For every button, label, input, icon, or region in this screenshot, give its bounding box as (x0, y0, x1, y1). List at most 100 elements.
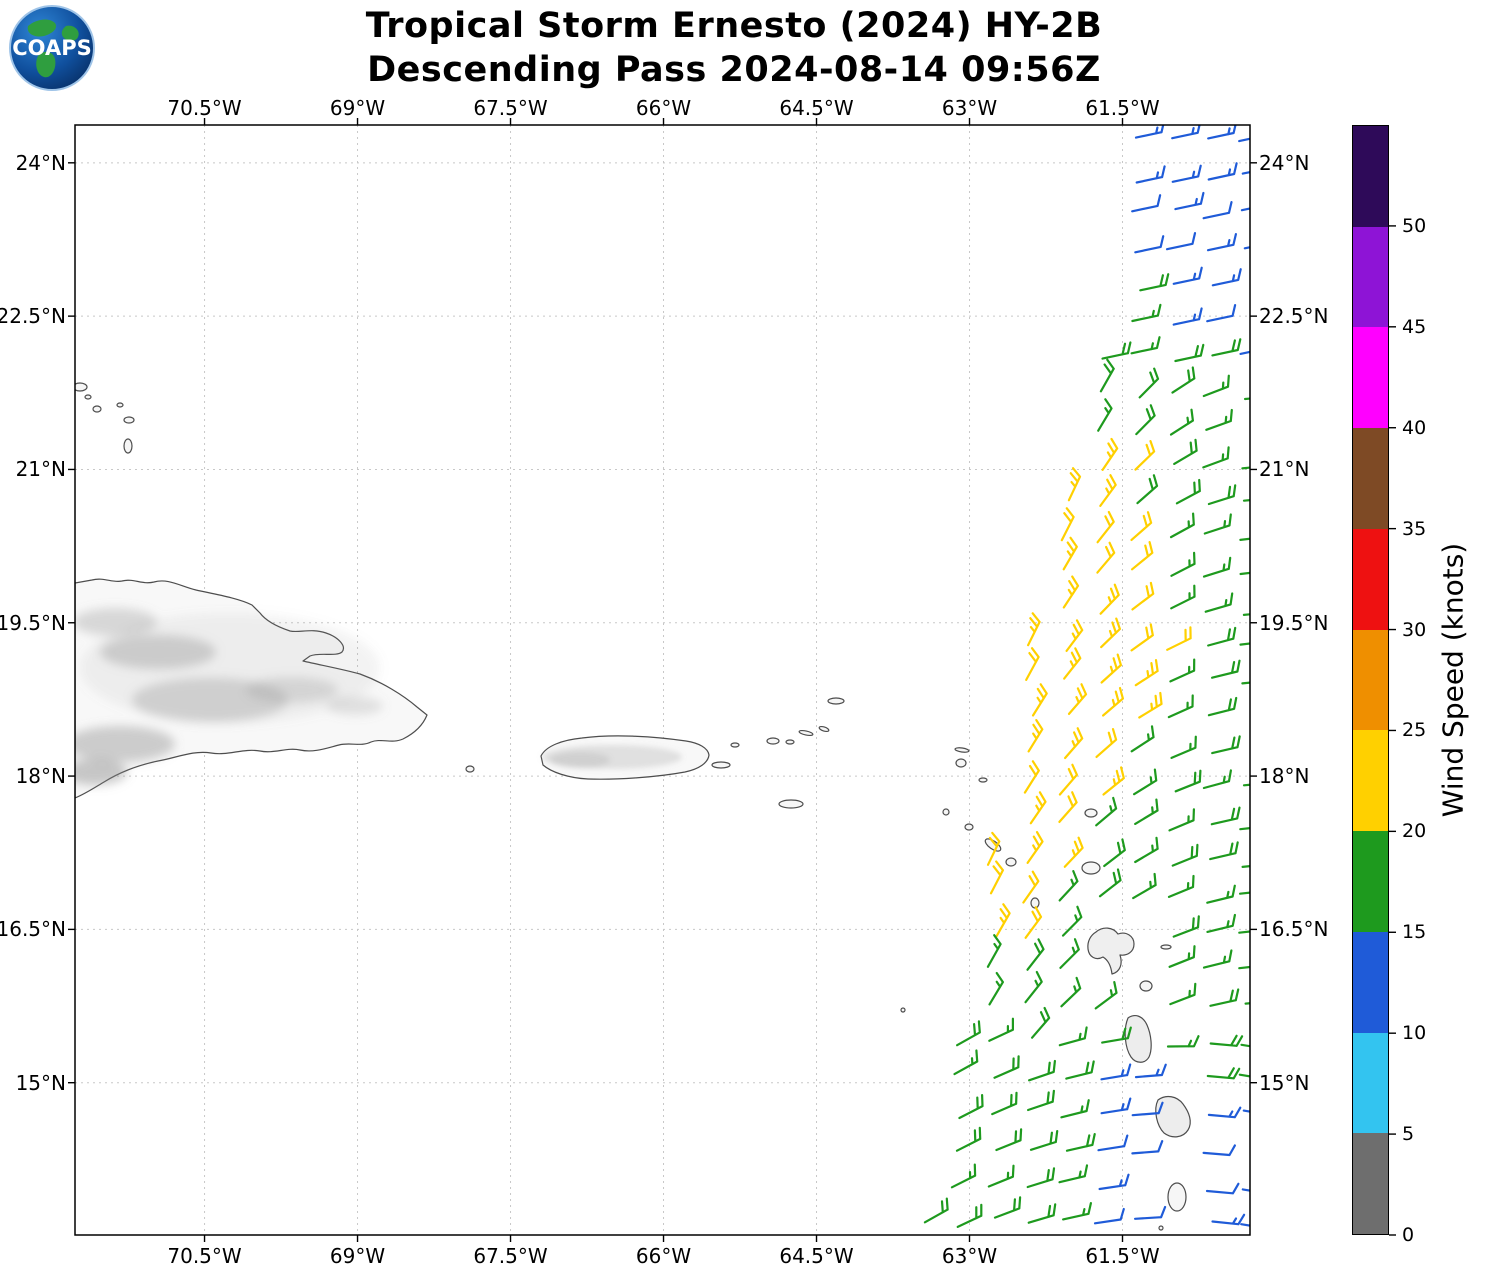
wind-barb (1031, 1006, 1051, 1039)
wind-barb (1243, 246, 1250, 250)
wind-barb (1067, 467, 1082, 502)
wind-barb (1058, 1026, 1088, 1047)
x-tick-label-bottom: 61.5°W (1085, 1244, 1160, 1264)
x-tick-label-bottom: 66°W (635, 1244, 692, 1264)
colorbar-tick-label: 25 (1402, 719, 1427, 742)
wind-barb (1166, 626, 1192, 651)
island (465, 765, 475, 773)
wind-barb (1211, 1213, 1246, 1226)
wind-barb (1065, 619, 1084, 652)
wind-barb (1169, 658, 1196, 683)
wind-barb (1211, 268, 1242, 287)
wind-barb (1202, 201, 1233, 220)
x-tick-label-top: 67.5°W (473, 96, 548, 120)
wind-barb (1138, 691, 1163, 719)
wind-barb (1209, 988, 1240, 1007)
wind-barb (1174, 191, 1205, 211)
wind-barb (1100, 617, 1121, 649)
colorbar-block (1353, 730, 1388, 832)
wind-barb (1204, 592, 1234, 613)
wind-barb (995, 1128, 1023, 1152)
wind-barb (1202, 374, 1230, 398)
wind-barb (956, 1203, 983, 1228)
x-tick-label-top: 70.5°W (167, 96, 242, 120)
wind-barb (1065, 1060, 1095, 1080)
island (984, 838, 1002, 852)
island (1139, 980, 1153, 992)
wind-barb (1099, 583, 1120, 615)
wind-barb (1060, 976, 1082, 1008)
wind-barb (1022, 870, 1040, 904)
coaps-logo: COAPS (9, 5, 95, 91)
wind-barb (1210, 806, 1241, 826)
wind-barb (1098, 1173, 1130, 1191)
wind-barb (1207, 696, 1238, 717)
wind-barb (1026, 938, 1045, 971)
wind-barb (1171, 125, 1201, 140)
wind-barb (1167, 694, 1194, 719)
wind-barb (987, 1164, 1015, 1188)
wind-barb (1067, 683, 1088, 715)
wind-barb (1131, 1140, 1164, 1155)
wind-barb (1206, 304, 1237, 323)
island (123, 416, 135, 424)
coastline-martinique (1155, 1095, 1191, 1138)
wind-barb (1241, 865, 1250, 868)
wind-barb (1211, 735, 1241, 755)
wind-barb (1096, 510, 1115, 544)
wind-barb (1059, 938, 1080, 969)
wind-barb (1058, 763, 1078, 796)
wind-barb (993, 1055, 1020, 1079)
wind-barb (1101, 1026, 1132, 1044)
wind-barb (1100, 653, 1122, 684)
wind-barb (1242, 498, 1250, 502)
wind-barb (1239, 642, 1250, 646)
wind-barb (1174, 769, 1202, 793)
grid-lines (75, 125, 1250, 1235)
wind-barb (1209, 1034, 1244, 1047)
island (116, 402, 124, 408)
wind-barb (1202, 446, 1230, 469)
wind-barb (1139, 273, 1170, 292)
wind-barb (1202, 769, 1232, 790)
colorbar-tick-label: 30 (1402, 618, 1427, 641)
island (827, 697, 845, 705)
y-tick-label-left: 24°N (15, 150, 66, 175)
wind-barb (1175, 478, 1201, 505)
wind-barb (1168, 945, 1196, 968)
wind-barb (1206, 913, 1236, 933)
wind-barb (1238, 137, 1250, 143)
wind-barb (1242, 783, 1250, 787)
wind-barb (1029, 791, 1047, 825)
wind-barb (1101, 437, 1119, 471)
wind-barb (989, 860, 1004, 895)
wind-barb (1027, 1203, 1057, 1224)
wind-barb (1168, 808, 1195, 832)
plot-title-line2: Descending Pass 2024-08-14 09:56Z (367, 50, 1101, 90)
y-tick-label-left: 21°N (15, 457, 66, 482)
colorbar-block (1353, 831, 1388, 932)
wind-barb (1131, 303, 1162, 323)
wind-barb (1024, 970, 1043, 1004)
wind-barb (1103, 838, 1126, 868)
wind-barb (1241, 170, 1250, 175)
y-tick-label-right: 24°N (1259, 150, 1310, 175)
colorbar-block (1353, 931, 1388, 1033)
colorbar-block (1353, 528, 1388, 630)
island (766, 737, 780, 745)
colorbar-block (1353, 428, 1388, 529)
wind-barb (1239, 891, 1250, 895)
wind-barb (1102, 686, 1124, 717)
wind-barb (1240, 1043, 1250, 1048)
wind-barb (1065, 1133, 1096, 1152)
terrain-shading (542, 745, 682, 769)
wind-barb (1027, 719, 1044, 753)
wind-barb (1024, 906, 1043, 939)
wind-barb (1062, 575, 1080, 609)
wind-barb (1205, 408, 1233, 431)
colorbar-tick-label: 40 (1402, 416, 1427, 439)
wind-barb (1174, 343, 1205, 363)
wind-barb (1100, 1063, 1132, 1081)
wind-barb (1207, 626, 1237, 647)
wind-barb (1028, 1059, 1056, 1082)
